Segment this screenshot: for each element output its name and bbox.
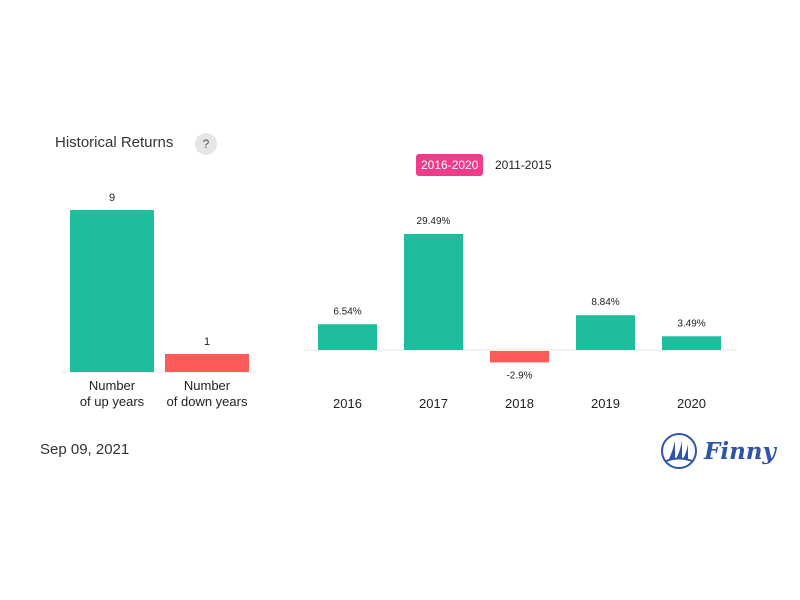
bar-down-years [165,354,249,372]
bar-2018 [490,351,549,363]
category-label: of up years [80,394,145,409]
help-icon[interactable]: ? [195,133,217,155]
year-tick-label: 2017 [419,396,448,411]
date-label: Sep 09, 2021 [40,441,130,458]
category-label: of down years [167,394,248,409]
bar-2016 [318,324,377,350]
bar-value-label: 6.54% [333,306,361,317]
bar-2020 [662,336,721,350]
tab-2011-2015[interactable]: 2011-2015 [495,158,552,172]
bar-value-label: 8.84% [591,297,619,308]
category-label: Number [184,378,231,393]
tab-2016-2020[interactable]: 2016-2020 [416,154,484,176]
bar-up-years [70,210,154,372]
bar-value-label: 9 [109,192,115,204]
sailboat-logo-icon [661,433,697,469]
bar-2017 [404,234,463,350]
year-tick-label: 2016 [333,396,362,411]
year-tick-label: 2020 [677,396,706,411]
bar-value-label: 29.49% [417,216,451,227]
bar-2019 [576,315,635,350]
bar-value-label: 1 [204,336,210,348]
chart-title: Historical Returns [55,134,174,151]
bar-value-label: -2.9% [506,370,532,381]
category-label: Number [89,378,136,393]
finny-logo: Finny [660,431,776,471]
brand-name: Finny [704,437,776,465]
year-tick-label: 2019 [591,396,620,411]
year-tick-label: 2018 [505,396,534,411]
bar-value-label: 3.49% [677,318,705,329]
